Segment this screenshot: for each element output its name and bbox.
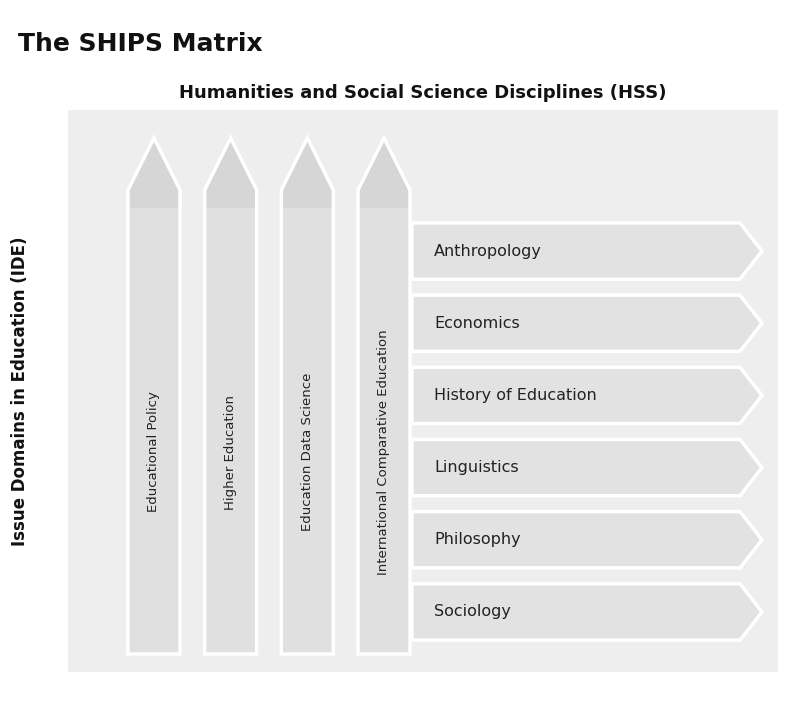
Text: Anthropology: Anthropology <box>434 244 542 259</box>
Text: Philosophy: Philosophy <box>434 532 521 547</box>
Text: Sociology: Sociology <box>434 605 511 619</box>
Polygon shape <box>412 295 762 352</box>
Polygon shape <box>128 138 180 654</box>
Text: International Comparative Education: International Comparative Education <box>378 329 390 575</box>
Polygon shape <box>205 138 257 654</box>
Text: Linguistics: Linguistics <box>434 460 518 475</box>
Bar <box>205 208 257 655</box>
Text: Educational Policy: Educational Policy <box>147 392 161 513</box>
Text: Education Data Science: Education Data Science <box>301 373 314 531</box>
Polygon shape <box>412 584 762 640</box>
Text: Issue Domains in Education (IDE): Issue Domains in Education (IDE) <box>11 236 29 546</box>
Polygon shape <box>412 223 762 279</box>
Polygon shape <box>282 138 334 654</box>
Text: History of Education: History of Education <box>434 388 597 403</box>
Text: Higher Education: Higher Education <box>224 394 237 510</box>
Bar <box>68 110 778 672</box>
Polygon shape <box>358 138 410 654</box>
Text: The SHIPS Matrix: The SHIPS Matrix <box>18 32 262 56</box>
Polygon shape <box>412 512 762 568</box>
Text: Humanities and Social Science Disciplines (HSS): Humanities and Social Science Discipline… <box>179 84 666 102</box>
Text: Economics: Economics <box>434 316 520 331</box>
Bar <box>282 208 334 655</box>
Bar <box>128 208 180 655</box>
Polygon shape <box>412 368 762 423</box>
Bar <box>358 208 410 655</box>
Polygon shape <box>412 439 762 496</box>
